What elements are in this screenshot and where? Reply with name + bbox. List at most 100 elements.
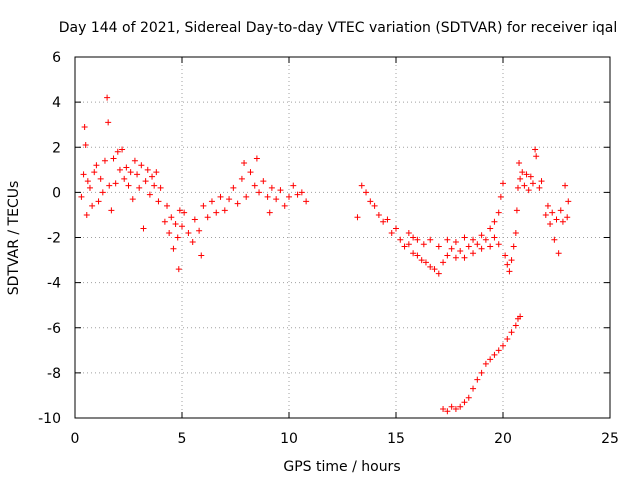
x-tick-label: 20 bbox=[494, 431, 512, 447]
data-point bbox=[529, 180, 536, 187]
data-point bbox=[551, 236, 558, 243]
data-point bbox=[164, 202, 171, 209]
data-point bbox=[176, 207, 183, 214]
data-point bbox=[414, 236, 421, 243]
data-point bbox=[495, 347, 502, 354]
data-point bbox=[482, 236, 489, 243]
data-point bbox=[375, 211, 382, 218]
data-point bbox=[221, 207, 228, 214]
data-point bbox=[142, 178, 149, 185]
data-point bbox=[91, 169, 98, 176]
data-point bbox=[168, 214, 175, 221]
data-point bbox=[116, 166, 123, 173]
x-tick-label: 0 bbox=[71, 431, 80, 447]
data-point bbox=[517, 175, 524, 182]
data-point bbox=[104, 94, 111, 101]
data-point bbox=[497, 193, 504, 200]
data-point bbox=[549, 209, 556, 216]
data-point bbox=[273, 196, 280, 203]
data-point bbox=[523, 171, 530, 178]
data-point bbox=[191, 216, 198, 223]
data-point bbox=[371, 202, 378, 209]
data-point bbox=[516, 160, 523, 167]
y-tick-label: -10 bbox=[38, 411, 61, 427]
data-point bbox=[358, 182, 365, 189]
data-point bbox=[547, 220, 554, 227]
data-point bbox=[99, 189, 106, 196]
data-point bbox=[448, 403, 455, 410]
data-point bbox=[435, 243, 442, 250]
data-point bbox=[422, 259, 429, 266]
data-point bbox=[153, 169, 160, 176]
data-point bbox=[189, 239, 196, 246]
data-point bbox=[478, 369, 485, 376]
data-point bbox=[517, 313, 524, 320]
data-point bbox=[138, 162, 145, 169]
data-point bbox=[405, 229, 412, 236]
data-point bbox=[170, 245, 177, 252]
data-point bbox=[80, 171, 87, 178]
data-point bbox=[508, 257, 515, 264]
data-point bbox=[175, 266, 182, 273]
data-point bbox=[555, 250, 562, 257]
data-point bbox=[478, 245, 485, 252]
y-tick-label: -8 bbox=[47, 366, 61, 382]
data-point bbox=[106, 182, 113, 189]
x-tick-labels: 0 5 10 15 20 25 bbox=[71, 431, 619, 447]
data-point bbox=[401, 243, 408, 250]
data-point bbox=[521, 182, 528, 189]
data-point bbox=[553, 216, 560, 223]
data-point bbox=[487, 225, 494, 232]
data-point bbox=[491, 234, 498, 241]
data-point bbox=[482, 360, 489, 367]
chart-title: Day 144 of 2021, Sidereal Day-to-day VTE… bbox=[59, 20, 617, 36]
data-point bbox=[414, 252, 421, 259]
data-point bbox=[125, 182, 132, 189]
data-point bbox=[161, 218, 168, 225]
data-point bbox=[121, 175, 128, 182]
y-axis-label: SDTVAR / TECUs bbox=[6, 181, 22, 296]
data-point bbox=[241, 160, 248, 167]
x-tick-label: 5 bbox=[178, 431, 187, 447]
data-point bbox=[397, 236, 404, 243]
data-point bbox=[144, 166, 151, 173]
data-point bbox=[97, 175, 104, 182]
data-point bbox=[101, 157, 108, 164]
data-point bbox=[491, 351, 498, 358]
data-point bbox=[544, 202, 551, 209]
data-point bbox=[112, 180, 119, 187]
data-point bbox=[452, 405, 459, 412]
data-point bbox=[367, 198, 374, 205]
data-point bbox=[508, 329, 515, 336]
data-point bbox=[444, 252, 451, 259]
data-point bbox=[538, 178, 545, 185]
data-point bbox=[527, 173, 534, 180]
data-point bbox=[136, 184, 143, 191]
data-point bbox=[198, 252, 205, 259]
data-point bbox=[495, 241, 502, 248]
data-point bbox=[500, 180, 506, 187]
data-point bbox=[119, 146, 126, 153]
data-point bbox=[393, 225, 399, 232]
y-tick-label: 2 bbox=[52, 140, 61, 156]
data-point bbox=[559, 218, 566, 225]
data-point bbox=[185, 229, 192, 236]
data-point bbox=[127, 169, 134, 176]
data-point bbox=[81, 123, 88, 130]
data-point bbox=[260, 178, 267, 185]
data-point bbox=[149, 173, 156, 180]
data-point bbox=[510, 243, 517, 250]
data-point bbox=[465, 394, 472, 401]
data-point bbox=[200, 202, 207, 209]
data-point bbox=[410, 234, 417, 241]
data-point bbox=[78, 193, 85, 200]
data-point bbox=[532, 146, 539, 153]
data-point bbox=[470, 385, 477, 392]
data-point bbox=[114, 148, 121, 155]
data-point bbox=[105, 119, 112, 126]
data-point bbox=[384, 216, 391, 223]
data-point bbox=[470, 236, 477, 243]
data-point bbox=[514, 184, 521, 191]
data-point bbox=[440, 405, 447, 412]
